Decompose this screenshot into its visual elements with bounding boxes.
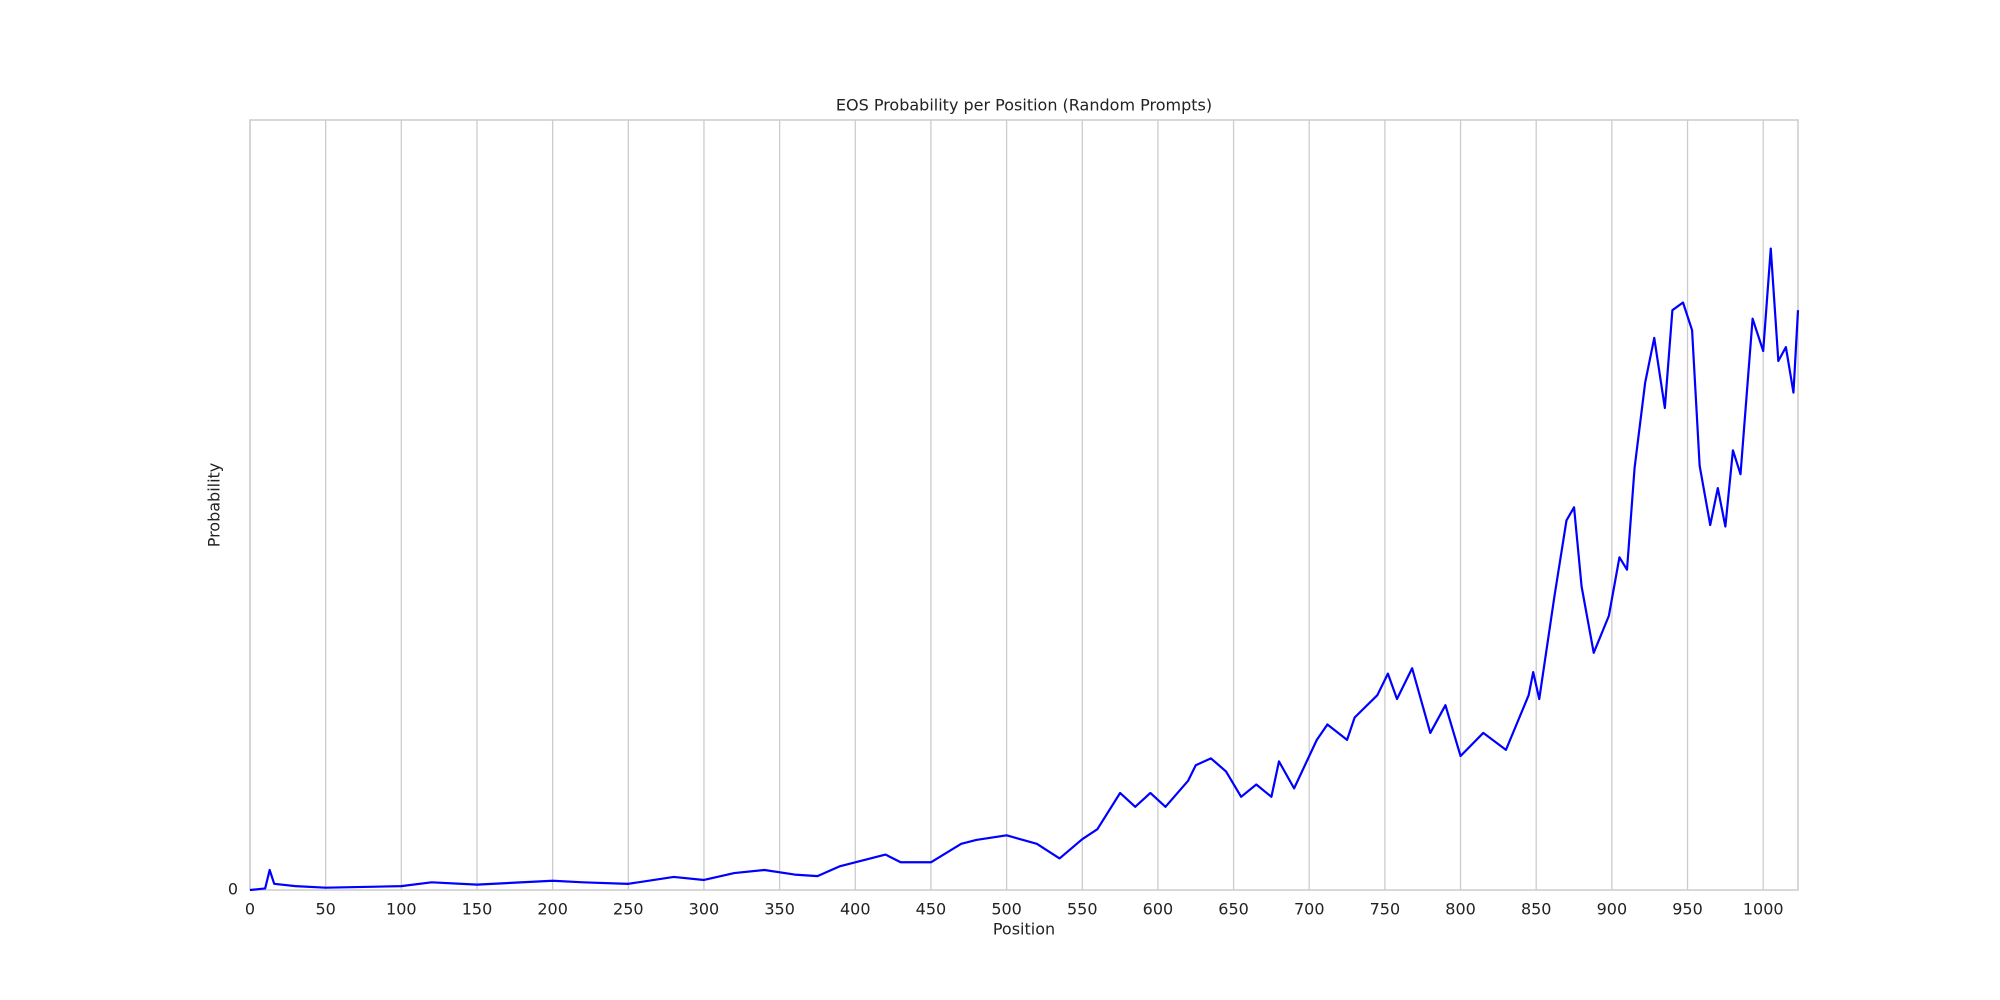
x-tick-label: 800 [1445, 900, 1476, 919]
x-axis-label: Position [993, 920, 1055, 939]
x-tick-label: 750 [1370, 900, 1401, 919]
x-tick-label: 900 [1597, 900, 1628, 919]
data-line [249, 247, 1800, 892]
x-tick-label: 400 [840, 900, 871, 919]
x-tick-label: 850 [1521, 900, 1552, 919]
x-tick-label: 1000 [1743, 900, 1784, 919]
x-tick-label: 450 [916, 900, 947, 919]
x-tick-label: 150 [462, 900, 493, 919]
x-tick-label: 100 [386, 900, 417, 919]
plot-frame [249, 119, 1799, 891]
x-tick-label: 250 [613, 900, 644, 919]
x-tick-label: 950 [1672, 900, 1703, 919]
x-tick-label: 200 [537, 900, 568, 919]
x-tick-label: 500 [991, 900, 1022, 919]
y-axis-label: Probability [205, 463, 224, 548]
x-tick-label: 350 [764, 900, 795, 919]
chart-title: EOS Probability per Position (Random Pro… [836, 96, 1212, 115]
x-tick-label: 700 [1294, 900, 1325, 919]
x-tick-label: 50 [315, 900, 335, 919]
x-tick-label: 650 [1218, 900, 1249, 919]
x-tick-label: 300 [689, 900, 720, 919]
x-tick-label: 600 [1143, 900, 1174, 919]
x-tick-label: 0 [245, 900, 255, 919]
y-tick-label: 0 [228, 880, 238, 899]
x-tick-label: 550 [1067, 900, 1098, 919]
